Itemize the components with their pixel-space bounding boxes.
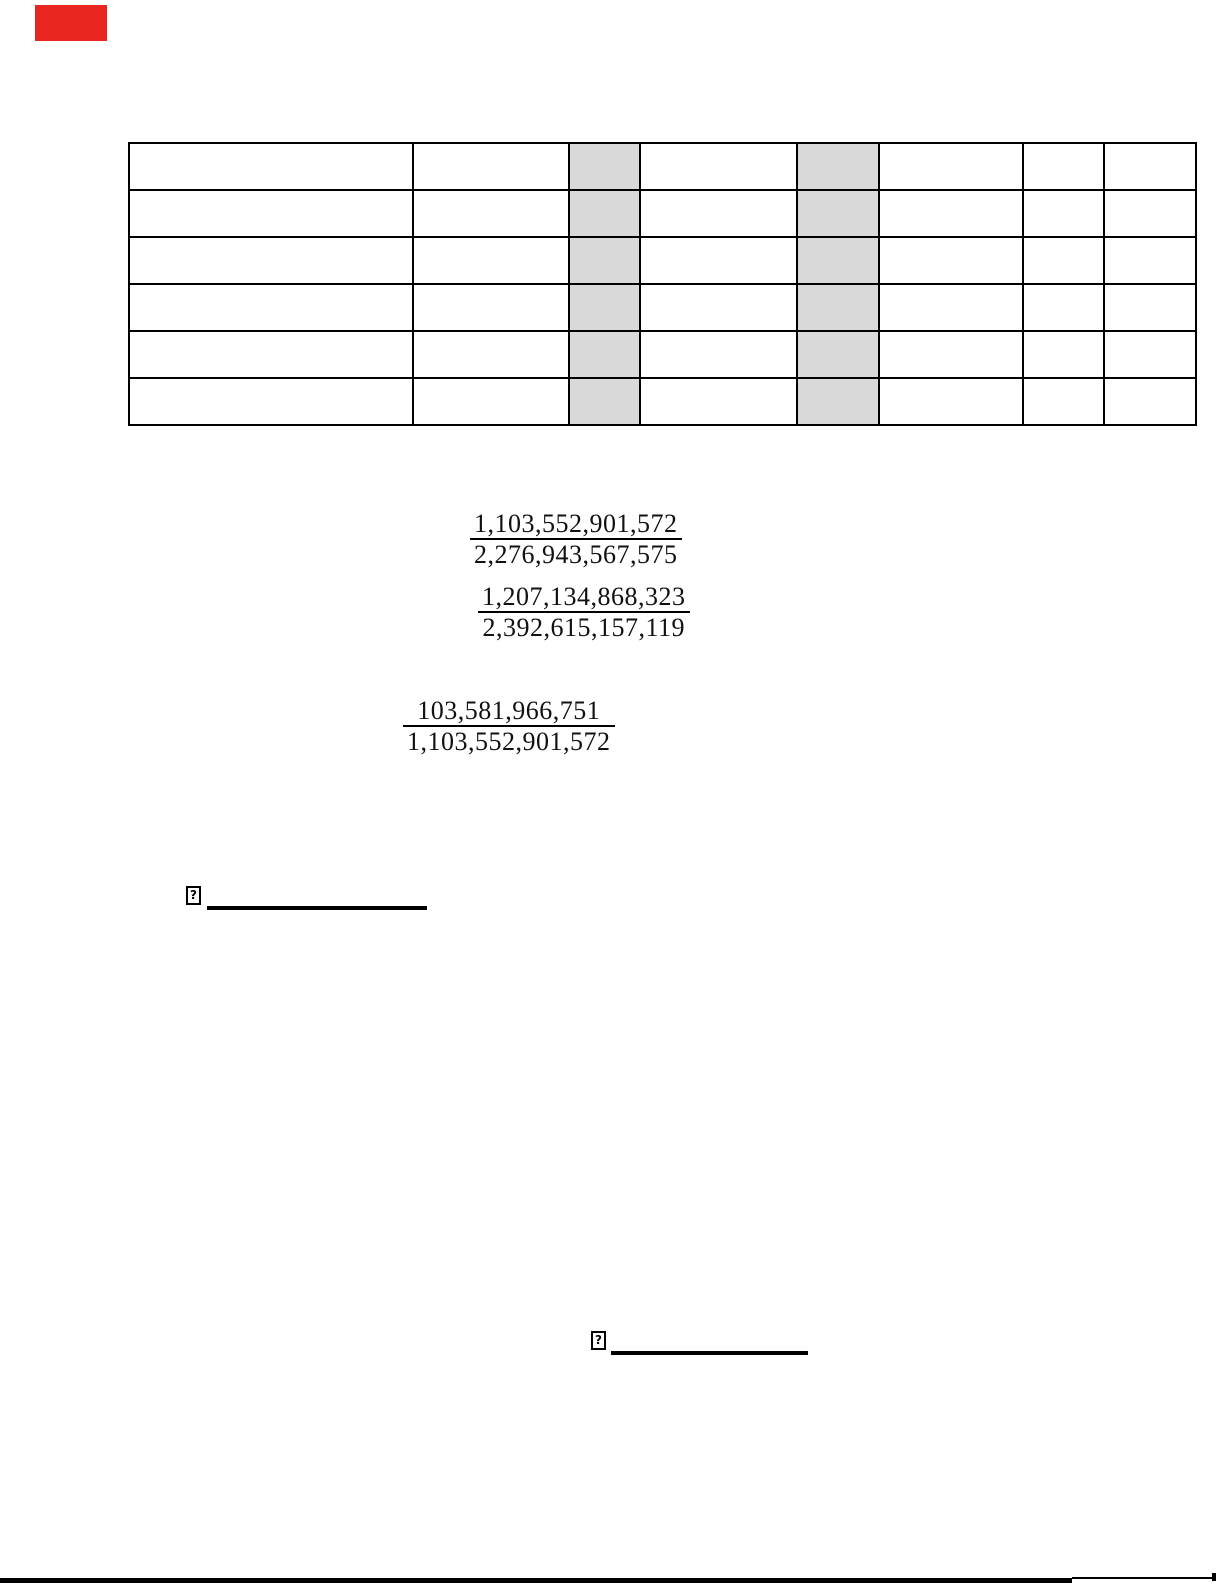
table-cell bbox=[412, 189, 570, 238]
fraction-1-numerator: 1,103,552,901,572 bbox=[470, 510, 682, 540]
table-cell-shaded bbox=[796, 189, 880, 238]
fraction-1: 1,103,552,901,572 2,276,943,567,575 bbox=[470, 510, 682, 568]
table-cell bbox=[639, 236, 798, 285]
table-cell bbox=[639, 189, 798, 238]
answer-blank-line-1 bbox=[207, 906, 427, 910]
fraction-3: 103,581,966,751 1,103,552,901,572 bbox=[403, 697, 615, 755]
table-cell bbox=[1022, 189, 1105, 238]
table-cell bbox=[1022, 236, 1105, 285]
table-cell bbox=[1103, 330, 1197, 379]
answer-blank-line-2 bbox=[611, 1351, 808, 1355]
table-cell bbox=[412, 142, 570, 191]
fraction-3-denominator: 1,103,552,901,572 bbox=[407, 727, 611, 756]
fraction-3-numerator: 103,581,966,751 bbox=[403, 697, 615, 727]
table-cell-shaded bbox=[796, 142, 880, 191]
table-cell bbox=[128, 236, 414, 285]
page-bottom-edge-line bbox=[1072, 1577, 1213, 1579]
table-cell bbox=[1103, 236, 1197, 285]
table-cell bbox=[412, 283, 570, 332]
table-cell-shaded bbox=[796, 283, 880, 332]
worksheet-table bbox=[128, 142, 1197, 426]
table-cell-shaded bbox=[568, 142, 641, 191]
table-cell bbox=[412, 330, 570, 379]
table-cell bbox=[878, 377, 1024, 426]
missing-glyph-icon: ? bbox=[591, 1331, 606, 1350]
fraction-1-denominator: 2,276,943,567,575 bbox=[474, 540, 678, 569]
fraction-2-denominator: 2,392,615,157,119 bbox=[482, 613, 686, 642]
table-cell-shaded bbox=[568, 283, 641, 332]
table-cell bbox=[128, 189, 414, 238]
table-cell bbox=[412, 236, 570, 285]
red-marker-block bbox=[35, 5, 107, 41]
fraction-2: 1,207,134,868,323 2,392,615,157,119 bbox=[478, 583, 690, 641]
page-bottom-bar bbox=[0, 1578, 1072, 1583]
table-cell bbox=[1103, 283, 1197, 332]
table-cell-shaded bbox=[796, 377, 880, 426]
table-cell-shaded bbox=[568, 236, 641, 285]
missing-glyph-icon: ? bbox=[186, 886, 201, 905]
table-cell bbox=[1022, 142, 1105, 191]
table-cell-shaded bbox=[796, 330, 880, 379]
table-cell bbox=[639, 283, 798, 332]
table-cell bbox=[639, 142, 798, 191]
table-cell bbox=[1022, 377, 1105, 426]
table-cell bbox=[878, 283, 1024, 332]
table-cell bbox=[1103, 189, 1197, 238]
table-cell bbox=[639, 377, 798, 426]
fraction-2-numerator: 1,207,134,868,323 bbox=[478, 583, 690, 613]
table-cell bbox=[878, 142, 1024, 191]
table-cell-shaded bbox=[568, 189, 641, 238]
table-cell-shaded bbox=[796, 236, 880, 285]
table-cell bbox=[878, 189, 1024, 238]
table-cell bbox=[878, 330, 1024, 379]
table-cell bbox=[128, 330, 414, 379]
table-cell bbox=[128, 377, 414, 426]
table-cell-shaded bbox=[568, 377, 641, 426]
table-cell bbox=[1022, 330, 1105, 379]
table-cell bbox=[128, 142, 414, 191]
table-cell bbox=[1103, 142, 1197, 191]
table-cell bbox=[412, 377, 570, 426]
table-cell bbox=[1103, 377, 1197, 426]
table-cell bbox=[1022, 283, 1105, 332]
table-cell-shaded bbox=[568, 330, 641, 379]
table-cell bbox=[639, 330, 798, 379]
page-bottom-edge-tick bbox=[1212, 1573, 1216, 1581]
table-cell bbox=[128, 283, 414, 332]
table-cell bbox=[878, 236, 1024, 285]
